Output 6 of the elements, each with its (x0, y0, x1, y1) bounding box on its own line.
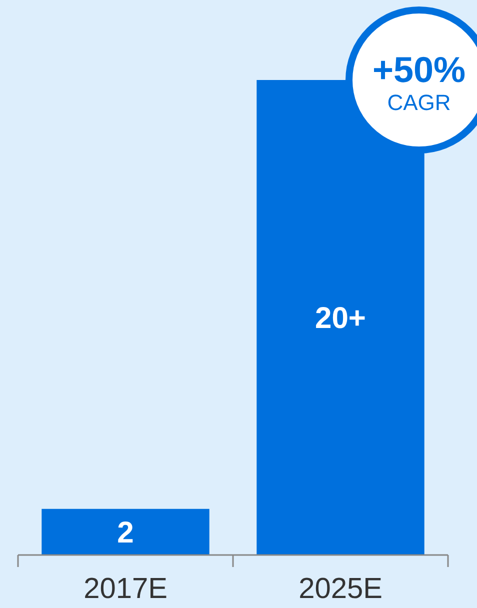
x-tick-label: 2025E (298, 573, 382, 605)
x-tick-label: 2017E (84, 573, 168, 605)
data-label: 2 (117, 516, 134, 550)
annotation: +50% (372, 49, 466, 90)
data-label: 20+ (315, 302, 366, 335)
annotation: CAGR (387, 90, 451, 115)
